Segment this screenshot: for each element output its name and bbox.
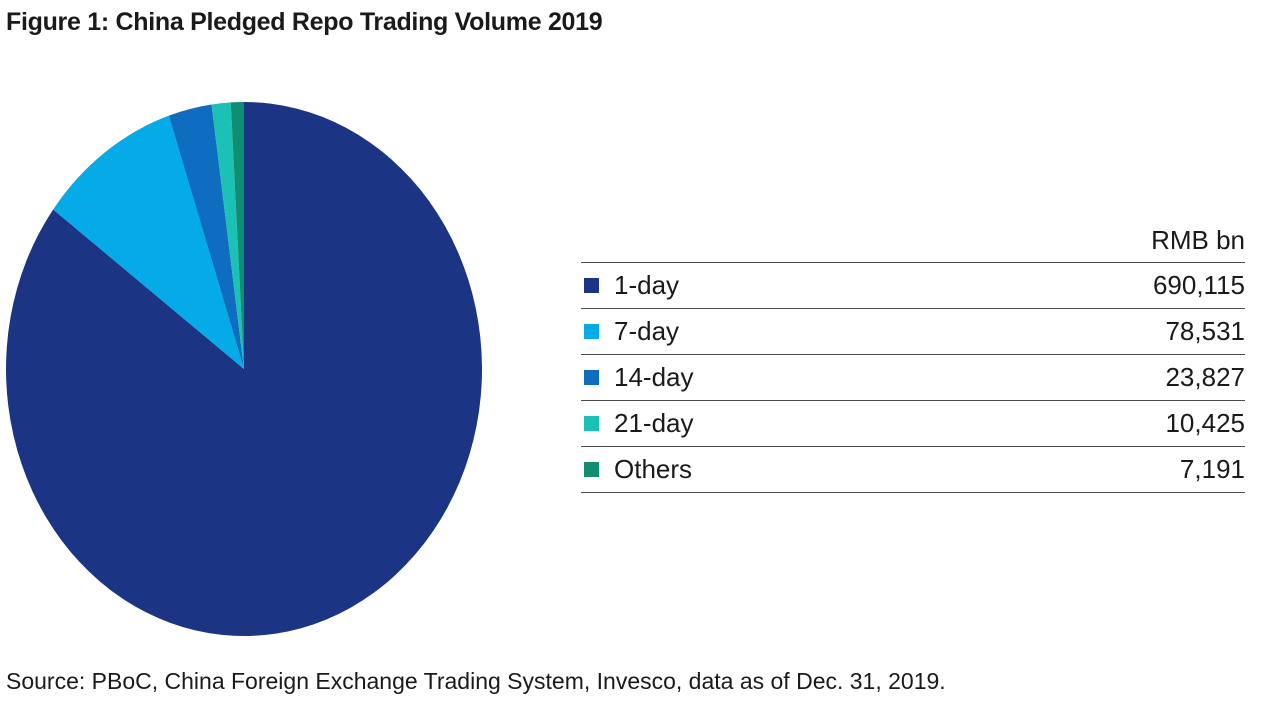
pie-chart [4, 101, 484, 637]
chart-title: Figure 1: China Pledged Repo Trading Vol… [6, 8, 603, 36]
legend-row: 21-day 10,425 [581, 400, 1245, 446]
legend-value: 690,115 [1152, 270, 1245, 300]
legend-row: 1-day 690,115 [581, 262, 1245, 308]
pie-slice-14-day [168, 104, 244, 370]
pie-slice-1-day [5, 102, 482, 637]
legend-row: 7-day 78,531 [581, 308, 1245, 354]
legend-value: 78,531 [1165, 316, 1245, 346]
legend-value: 7,191 [1179, 454, 1245, 484]
pie-slice-7-day [53, 115, 244, 370]
pie-svg [5, 102, 482, 637]
legend-rows: 1-day 690,115 7-day 78,531 14-day 23,827 21-da… [581, 262, 1245, 493]
legend-table: RMB bn 1-day 690,115 7-day 78,531 14-day 23,8… [581, 222, 1245, 493]
legend-swatch [584, 370, 599, 385]
legend-label: Others [614, 454, 693, 484]
legend-swatch [584, 324, 599, 339]
pie-slice-others [230, 102, 244, 369]
legend-swatch [584, 416, 599, 431]
pie-slice-21-day [211, 102, 244, 370]
legend-row: 14-day 23,827 [581, 354, 1245, 400]
legend-label: 14-day [614, 362, 694, 392]
legend-label: 21-day [614, 408, 694, 438]
legend-value: 10,425 [1165, 408, 1245, 438]
legend-swatch [584, 278, 599, 293]
legend-swatch [584, 462, 599, 477]
legend-label: 1-day [614, 270, 680, 300]
source-note: Source: PBoC, China Foreign Exchange Tra… [6, 668, 946, 694]
legend-value: 23,827 [1165, 362, 1245, 392]
legend-row: Others 7,191 [581, 446, 1245, 493]
unit-label: RMB bn [1151, 225, 1245, 255]
legend-label: 7-day [614, 316, 680, 346]
